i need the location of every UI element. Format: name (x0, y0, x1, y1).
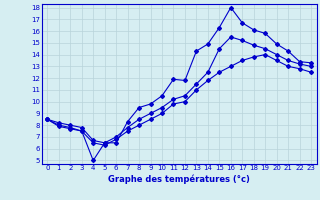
X-axis label: Graphe des températures (°c): Graphe des températures (°c) (108, 174, 250, 184)
